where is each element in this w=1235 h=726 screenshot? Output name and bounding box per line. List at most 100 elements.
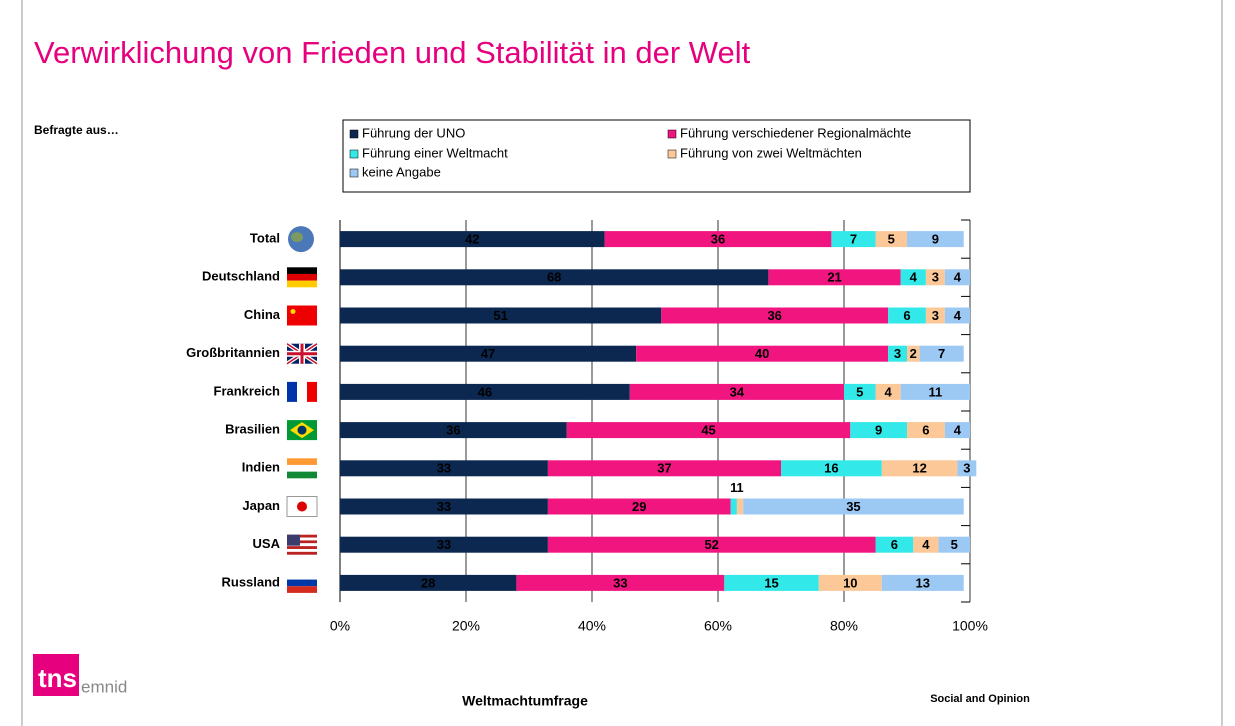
data-label: 11 — [928, 384, 942, 399]
data-label: 3 — [932, 270, 939, 285]
bar-segment — [907, 422, 945, 439]
bar-segment — [957, 460, 977, 477]
flag-icon — [287, 548, 317, 552]
logo-sub: emnid — [81, 677, 127, 696]
data-label: 9 — [875, 423, 882, 438]
flag-icon — [287, 534, 300, 546]
data-label: 36 — [767, 308, 781, 323]
data-label: 7 — [850, 232, 857, 247]
flag-icon — [287, 534, 317, 538]
bar-segment — [340, 307, 662, 324]
data-label: 33 — [613, 575, 627, 590]
data-label: 5 — [888, 232, 895, 247]
data-label: 3 — [963, 461, 970, 476]
bar-segment — [900, 383, 970, 400]
data-label: 45 — [701, 423, 715, 438]
bar-segment — [340, 574, 517, 591]
bar-segment — [944, 269, 970, 286]
y-tick-label: Japan — [242, 498, 280, 513]
x-tick-label: 20% — [452, 618, 480, 634]
y-tick-label: USA — [253, 536, 281, 551]
data-label: 6 — [922, 423, 929, 438]
bar-segment — [547, 498, 731, 515]
bar-segment — [340, 231, 605, 248]
data-label: 15 — [764, 575, 778, 590]
flag-icon — [287, 546, 317, 549]
data-label: 36 — [446, 423, 460, 438]
bar-segment — [340, 536, 548, 553]
data-label: 7 — [938, 346, 945, 361]
bar-segment — [875, 383, 901, 400]
data-label: 5 — [951, 537, 958, 552]
data-label: 36 — [711, 232, 725, 247]
bar-segment — [938, 536, 970, 553]
bar-segment — [881, 574, 964, 591]
bar-segment — [604, 231, 832, 248]
flag-icon — [297, 501, 307, 512]
bar-segment — [888, 345, 907, 362]
flag-icon — [287, 273, 317, 281]
flag-icon — [287, 464, 317, 472]
bar-segment — [925, 269, 945, 286]
data-label: 37 — [657, 461, 671, 476]
data-label: 33 — [437, 461, 451, 476]
data-label: 42 — [465, 232, 479, 247]
flag-icon — [287, 572, 317, 580]
bar-segment — [768, 269, 901, 286]
y-tick-label: Indien — [242, 460, 280, 475]
legend-label: Führung der UNO — [362, 125, 465, 140]
data-label: 1 — [736, 480, 743, 495]
bar-segment — [636, 345, 889, 362]
legend-swatch — [349, 168, 359, 178]
bar-segment — [919, 345, 964, 362]
footer-right: Social and Opinion — [930, 693, 1030, 705]
bar-segment — [724, 574, 819, 591]
flag-icon — [291, 232, 303, 243]
flag-icon — [297, 425, 307, 435]
data-label: 52 — [704, 537, 718, 552]
data-label: 21 — [827, 270, 841, 285]
flag-icon — [287, 586, 317, 593]
data-label: 4 — [954, 270, 962, 285]
bar-segment — [888, 307, 926, 324]
chart-title: Verwirklichung von Frieden und Stabilitä… — [34, 35, 751, 70]
bar-segment — [340, 460, 548, 477]
flag-icon — [287, 280, 317, 288]
bar-segment — [900, 269, 926, 286]
bar-segment — [340, 383, 630, 400]
data-label: 33 — [437, 499, 451, 514]
data-label: 46 — [478, 384, 492, 399]
legend-swatch — [667, 149, 677, 159]
bar-segment — [340, 422, 567, 439]
bar-segment — [844, 383, 876, 400]
data-label: 4 — [954, 308, 962, 323]
legend-label: keine Angabe — [362, 164, 441, 179]
flag-icon — [287, 540, 317, 544]
data-label: 12 — [912, 461, 926, 476]
legend-label: Führung einer Weltmacht — [362, 145, 508, 160]
data-label: 47 — [481, 346, 495, 361]
data-label: 4 — [910, 270, 918, 285]
data-label: 6 — [891, 537, 898, 552]
data-label: 51 — [493, 308, 507, 323]
legend-label: Führung verschiedener Regionalmächte — [680, 125, 911, 140]
legend-label: Führung von zwei Weltmächten — [680, 145, 862, 160]
bar-segment — [875, 536, 914, 553]
flag-icon — [297, 381, 307, 402]
data-label: 68 — [547, 270, 561, 285]
data-label: 1 — [730, 480, 737, 495]
flag-icon — [287, 543, 317, 547]
bar-segment — [340, 345, 637, 362]
logo-brand: tns — [38, 663, 77, 693]
bar-segment — [340, 498, 548, 515]
x-tick-label: 0% — [330, 618, 350, 634]
bar-segment — [907, 345, 920, 362]
bar-segment — [913, 536, 939, 553]
flag-icon — [287, 343, 317, 364]
data-label: 4 — [884, 384, 892, 399]
flag-icon — [287, 305, 317, 326]
bar-segment — [516, 574, 725, 591]
flag-icon — [287, 267, 317, 274]
bar-segment — [944, 422, 970, 439]
